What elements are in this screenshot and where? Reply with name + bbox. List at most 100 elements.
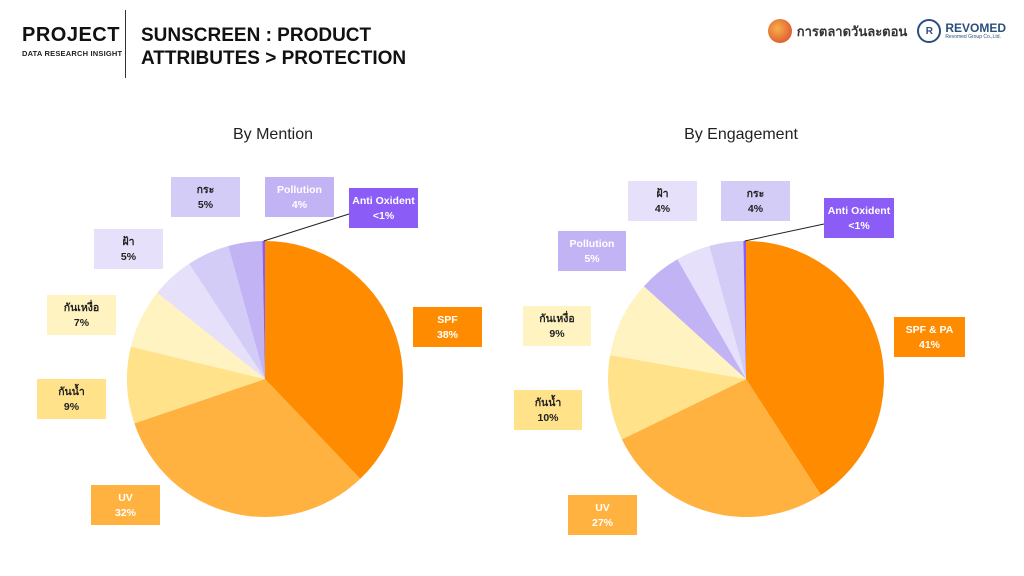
data-label-name: UV bbox=[118, 492, 133, 504]
data-label: กระ 4% bbox=[721, 181, 790, 221]
pie-slice bbox=[134, 379, 361, 517]
data-label-value: 38% bbox=[437, 329, 459, 341]
logo-row: การตลาดวันละตอน R REVOMED Revomed Group … bbox=[767, 19, 1006, 43]
data-label: Anti Oxident <1% bbox=[263, 188, 418, 242]
data-label: ฝ้า 5% bbox=[94, 229, 163, 269]
revomed-logo-tagline: Revomed Group Co.,Ltd. bbox=[945, 34, 1001, 40]
data-label: Anti Oxident <1% bbox=[744, 198, 894, 242]
data-label: Pollution 4% bbox=[265, 177, 334, 217]
leader-line bbox=[744, 223, 825, 242]
header-divider bbox=[125, 10, 126, 78]
data-label-value: 10% bbox=[537, 412, 559, 424]
data-label: ฝ้า 4% bbox=[628, 181, 697, 221]
data-label-name: ฝ้า bbox=[122, 235, 134, 248]
data-label-box bbox=[349, 188, 418, 228]
data-label-box bbox=[265, 177, 334, 217]
data-label: SPF & PA 41% bbox=[894, 317, 965, 357]
market-logo-text: การตลาดวันละตอน bbox=[796, 23, 908, 39]
data-label-box bbox=[894, 317, 965, 357]
pie-slice bbox=[677, 245, 746, 379]
pie-slice bbox=[262, 240, 265, 379]
data-label-name: กันน้ำ bbox=[535, 394, 562, 409]
data-label-name: UV bbox=[595, 502, 610, 514]
data-label-box bbox=[558, 231, 626, 271]
data-label: กระ 5% bbox=[171, 177, 240, 217]
pie-slice bbox=[157, 263, 265, 379]
data-label-value: 41% bbox=[919, 339, 941, 351]
pie-slice bbox=[607, 355, 746, 440]
data-label-box bbox=[171, 177, 240, 217]
pie-slice bbox=[743, 240, 746, 379]
pie-slice bbox=[610, 286, 746, 379]
data-label-value: 9% bbox=[549, 328, 565, 340]
data-label-value: 7% bbox=[74, 317, 90, 329]
data-label-value: 4% bbox=[292, 199, 308, 211]
data-label-name: Anti Oxident bbox=[352, 195, 415, 207]
data-label-name: กระ bbox=[747, 188, 765, 200]
market-logo-icon bbox=[767, 19, 792, 43]
pie-slice bbox=[130, 292, 265, 379]
data-label: กันน้ำ 9% bbox=[37, 379, 106, 419]
data-label-value: 32% bbox=[115, 507, 137, 519]
revomed-logo-name: REVOMED bbox=[945, 21, 1006, 35]
data-label: Pollution 5% bbox=[558, 231, 626, 271]
data-label-name: กันเหงื่อ bbox=[539, 310, 574, 325]
page-title-line1: SUNSCREEN : PRODUCT bbox=[141, 25, 372, 46]
project-subtitle: DATA RESEARCH INSIGHT bbox=[22, 49, 123, 58]
pie-slice bbox=[228, 241, 265, 379]
data-label-name: Pollution bbox=[277, 184, 322, 196]
chart-title: By Engagement bbox=[684, 126, 798, 143]
data-label-name: ฝ้า bbox=[656, 187, 668, 200]
data-label-box bbox=[91, 485, 160, 525]
data-label-box bbox=[47, 295, 116, 335]
data-label-box bbox=[824, 198, 894, 238]
page-title-line2: ATTRIBUTES > PROTECTION bbox=[141, 48, 407, 69]
data-label-box bbox=[94, 229, 163, 269]
data-label-value: 4% bbox=[748, 203, 764, 215]
data-label-value: 9% bbox=[64, 401, 80, 413]
data-label-box bbox=[514, 390, 582, 430]
pie-slice bbox=[265, 241, 403, 479]
pie-slice bbox=[643, 259, 746, 379]
data-label-box bbox=[413, 307, 482, 347]
pie-slices bbox=[607, 240, 884, 517]
pie-slice bbox=[709, 241, 746, 379]
data-label-name: SPF bbox=[437, 314, 458, 326]
pie-slices bbox=[127, 240, 403, 517]
data-label-box bbox=[628, 181, 697, 221]
data-label: กันเหงื่อ 7% bbox=[47, 295, 116, 335]
data-label-value: 5% bbox=[198, 199, 214, 211]
data-label: SPF 38% bbox=[413, 307, 482, 347]
data-label-value: <1% bbox=[848, 220, 870, 232]
data-label-name: SPF & PA bbox=[906, 324, 954, 336]
pie-slice bbox=[746, 241, 884, 495]
page-title: SUNSCREEN : PRODUCT ATTRIBUTES > PROTECT… bbox=[141, 24, 406, 70]
project-block: PROJECT DATA RESEARCH INSIGHT bbox=[22, 24, 122, 58]
data-label-value: 27% bbox=[592, 517, 614, 529]
data-label: กันเหงื่อ 9% bbox=[523, 306, 591, 346]
data-label: UV 27% bbox=[568, 495, 637, 535]
data-label-name: Pollution bbox=[570, 238, 615, 250]
leader-line bbox=[263, 213, 350, 242]
data-label-name: Anti Oxident bbox=[828, 205, 891, 217]
chart-title: By Mention bbox=[233, 126, 313, 143]
data-label-box bbox=[37, 379, 106, 419]
data-label-name: กระ bbox=[197, 184, 215, 196]
pie-chart-1: By Mention SPF 38% UV 32% กันน้ำ 9% กันเหงื่อ 7%… bbox=[37, 126, 482, 525]
data-label-box bbox=[721, 181, 790, 221]
data-label-box bbox=[523, 306, 591, 346]
project-title: PROJECT bbox=[22, 24, 120, 46]
data-label-value: 5% bbox=[121, 251, 137, 263]
revomed-logo: R REVOMED Revomed Group Co.,Ltd. bbox=[917, 19, 1006, 43]
data-label-box bbox=[568, 495, 637, 535]
data-label-name: กันเหงื่อ bbox=[64, 299, 99, 314]
data-label-name: กันน้ำ bbox=[58, 383, 85, 398]
data-label-value: 4% bbox=[655, 203, 671, 215]
data-label-value: <1% bbox=[373, 210, 395, 222]
pie-slice bbox=[127, 346, 266, 424]
data-label: กันน้ำ 10% bbox=[514, 390, 582, 430]
pie-slice bbox=[189, 245, 265, 379]
pie-slice bbox=[621, 379, 821, 517]
data-label-value: 5% bbox=[584, 253, 600, 265]
